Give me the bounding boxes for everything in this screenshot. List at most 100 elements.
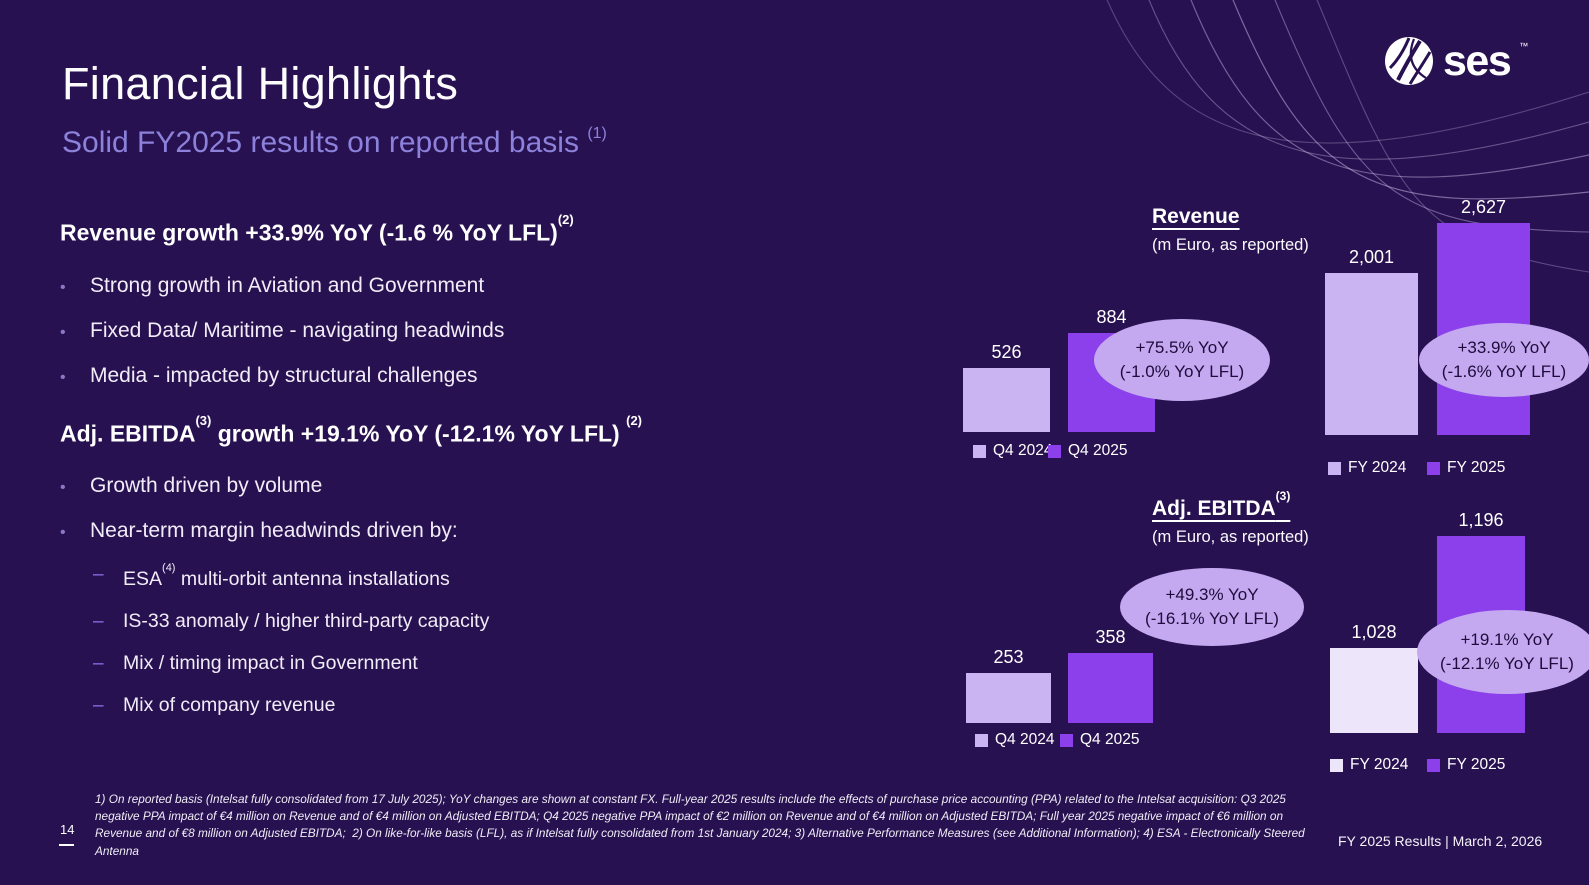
callout-line: (-12.1% YoY LFL) [1440, 654, 1574, 673]
yoy-callout-adj-ebitda-1: +49.3% YoY (-16.1% YoY LFL) [1120, 568, 1304, 646]
legend-item-fy-2025: FY 2025 [1427, 459, 1505, 477]
legend-item-q4-2025: Q4 2025 [1060, 731, 1139, 749]
bullet-dot-icon: • [60, 278, 66, 296]
footnote-text: 1) On reported basis (Intelsat fully con… [95, 792, 1308, 858]
bullet-text: Mix / timing impact in Government [123, 651, 418, 674]
bullet-item: • Fixed Data/ Maritime - navigating headw… [60, 318, 905, 343]
bar-value-label: 526 [991, 342, 1022, 362]
legend-swatch-icon [1427, 461, 1440, 475]
highlights-sections: Revenue growth +33.9% YoY (-1.6 % YoY LF… [60, 212, 905, 736]
section-1: Revenue growth +33.9% YoY (-1.6 % YoY LF… [60, 212, 905, 388]
legend-item-q4-2024: Q4 2024 [975, 731, 1054, 749]
legend-swatch-icon [1330, 758, 1343, 772]
legend-swatch-icon [973, 444, 986, 458]
legend-label: Q4 2024 [995, 731, 1055, 748]
legend-label: Q4 2025 [1080, 731, 1140, 748]
bullet-dot-icon: • [60, 479, 66, 497]
bar-value-label: 2,627 [1460, 197, 1507, 217]
legend-swatch-icon [1048, 444, 1061, 458]
sub-bullet-item: – IS-33 anomaly / higher third-party capa… [93, 610, 905, 633]
dash-icon: – [93, 564, 104, 586]
legend-label: FY 2025 [1447, 459, 1506, 476]
bar-adj-ebitda-fy-2024 [1330, 648, 1418, 733]
callout-line: +75.5% YoY [1135, 338, 1229, 357]
bullet-item: • Growth driven by volume [60, 473, 905, 498]
chart-title-adj-ebitda: Adj. EBITDA(3) (m Euro, as reported) [1152, 489, 1309, 547]
yoy-callout-revenue-2: +33.9% YoY (-1.6% YoY LFL) [1419, 323, 1589, 397]
bullet-dot-icon: • [60, 323, 66, 341]
callout-line: (-16.1% YoY LFL) [1145, 609, 1279, 628]
page-subtitle: Solid FY2025 results on reported basis (… [62, 125, 607, 160]
legend-swatch-icon [1427, 758, 1440, 772]
chart-title-text: Adj. EBITDA(3) [1152, 489, 1291, 520]
bar-adj-ebitda-q4-2024 [966, 673, 1051, 723]
legend-item-fy-2025: FY 2025 [1427, 756, 1505, 774]
dash-icon: – [93, 694, 104, 716]
legend-label: FY 2024 [1350, 756, 1409, 773]
chart-title-text: Revenue [1152, 205, 1240, 228]
page-title: Financial Highlights [62, 58, 459, 109]
sub-bullet-item: – Mix / timing impact in Government [93, 652, 905, 675]
ses-globe-icon [1385, 37, 1433, 85]
bar-revenue-q4-2024 [963, 368, 1050, 432]
bullet-text: Mix of company revenue [123, 693, 336, 716]
legend-item-q4-2024: Q4 2024 [973, 442, 1052, 460]
bar-value-label: 1,028 [1351, 622, 1397, 642]
legend-swatch-icon [975, 733, 988, 747]
page-number: 14 [60, 822, 75, 837]
dash-icon: – [93, 610, 104, 632]
page-number-underline [59, 844, 74, 846]
section-2: Adj. EBITDA(3) growth +19.1% YoY (-12.1%… [60, 412, 905, 717]
bullet-dot-icon: • [60, 368, 66, 386]
chart-title-revenue: Revenue (m Euro, as reported) [1152, 205, 1309, 255]
section-heading: Adj. EBITDA(3) growth +19.1% YoY (-12.1%… [60, 412, 642, 447]
callout-line: (-1.6% YoY LFL) [1441, 362, 1567, 381]
sub-bullet-item: – Mix of company revenue [93, 694, 905, 717]
chart-subtitle: (m Euro, as reported) [1152, 236, 1309, 254]
bullet-text: Media - impacted by structural challenge… [90, 363, 478, 387]
bullet-text: Growth driven by volume [90, 474, 323, 498]
legend-label: Q4 2024 [993, 442, 1053, 459]
legend-item-q4-2025: Q4 2025 [1048, 442, 1127, 460]
bullet-text: Near-term margin headwinds driven by: [90, 519, 458, 543]
bar-adj-ebitda-q4-2025 [1068, 653, 1153, 723]
legend-label: FY 2025 [1447, 756, 1506, 773]
footer-info: FY 2025 Results | March 2, 2026 [1338, 833, 1543, 849]
section-heading: Revenue growth +33.9% YoY (-1.6 % YoY LF… [60, 212, 574, 246]
logo-wordmark: ses [1443, 37, 1512, 85]
chart-subtitle: (m Euro, as reported) [1152, 528, 1309, 546]
legend-item-fy-2024: FY 2024 [1328, 459, 1406, 477]
bullet-text: ESA(4) multi-orbit antenna installations [123, 562, 450, 590]
bullet-dot-icon: • [60, 524, 66, 542]
callout-line: +49.3% YoY [1165, 585, 1259, 604]
sub-bullet-item: – ESA(4) multi-orbit antenna installation… [93, 562, 905, 591]
bar-revenue-fy-2024 [1325, 273, 1418, 435]
callout-line: +19.1% YoY [1460, 630, 1554, 649]
bullet-text: Fixed Data/ Maritime - navigating headwi… [90, 318, 505, 342]
bullet-item: • Strong growth in Aviation and Governmen… [60, 273, 905, 298]
bullet-item: • Near-term margin headwinds driven by: [60, 518, 905, 543]
bar-value-label: 2,001 [1348, 247, 1395, 267]
legend-label: Q4 2025 [1068, 442, 1128, 459]
bullet-text: Strong growth in Aviation and Government [90, 273, 485, 297]
legend-swatch-icon [1328, 461, 1341, 475]
callout-line: +33.9% YoY [1457, 338, 1551, 357]
yoy-callout-adj-ebitda-2: +19.1% YoY (-12.1% YoY LFL) [1417, 610, 1589, 694]
subtitle-text: Solid FY2025 results on reported basis [62, 126, 579, 159]
subtitle-footnote-ref: (1) [587, 125, 607, 142]
bar-value-label: 1,196 [1458, 510, 1504, 530]
yoy-callout-revenue-1: +75.5% YoY (-1.0% YoY LFL) [1094, 319, 1270, 401]
bullet-item: • Media - impacted by structural challeng… [60, 363, 905, 388]
legend-label: FY 2024 [1348, 459, 1407, 476]
bar-value-label: 358 [1095, 627, 1126, 647]
trademark-symbol: ™ [1519, 41, 1529, 51]
bar-value-label: 253 [993, 647, 1024, 667]
legend-item-fy-2024: FY 2024 [1330, 756, 1408, 774]
bar-value-label: 884 [1096, 307, 1127, 327]
callout-line: (-1.0% YoY LFL) [1119, 362, 1245, 381]
ses-logo: ses ™ [1384, 36, 1528, 86]
legend-swatch-icon [1060, 733, 1073, 747]
bullet-text: IS-33 anomaly / higher third-party capac… [123, 609, 490, 632]
